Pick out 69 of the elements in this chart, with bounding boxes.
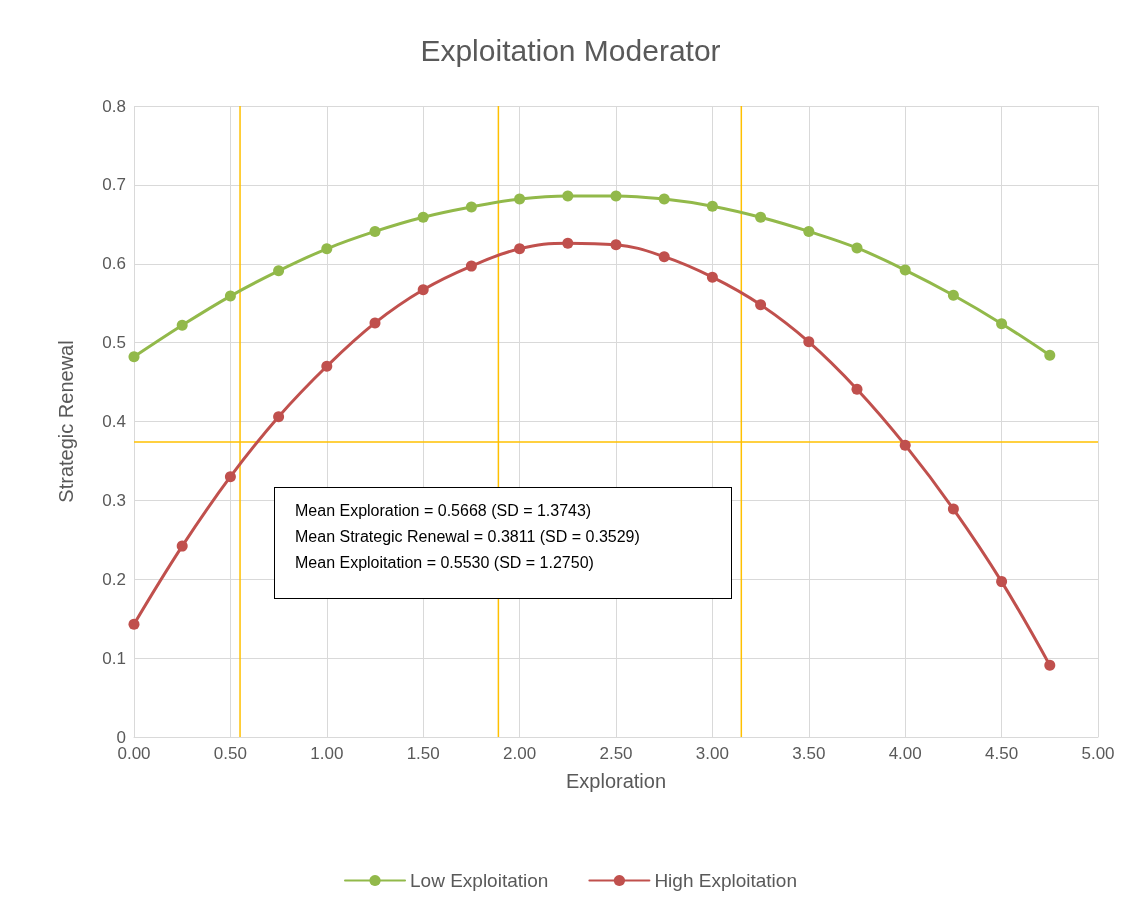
x-tick-label: 1.00 [310,744,344,763]
point [321,243,333,255]
y-tick-label: 0 [116,727,126,747]
point [996,576,1008,588]
y-tick-label: 0.7 [102,175,126,195]
legend-label: Low Exploitation [410,870,549,891]
point [996,318,1008,330]
point [273,265,285,277]
y-tick-label: 0.5 [102,333,126,353]
x-tick-label: 0.00 [117,744,151,763]
y-tick-label: 0.2 [102,569,126,589]
point [610,190,622,202]
point [321,360,333,372]
point [803,225,815,237]
point [562,190,574,202]
point [755,299,767,311]
x-tick-label: 0.50 [213,744,247,763]
annotation: Mean Exploration = 0.5668 (SD = 1.3743) [295,501,593,521]
x-tick-label: 5.00 [1081,744,1115,763]
annotation: Mean Exploitation = 0.5530 (SD = 1.2750) [295,553,595,573]
point [465,260,477,272]
point [658,251,670,263]
point [1044,349,1056,361]
point [851,242,863,254]
x-tick-label: 3.50 [792,744,826,763]
point [899,439,911,451]
point [610,239,622,251]
x-tick-label: 1.50 [406,744,440,763]
point [514,193,526,205]
x-tick-label: 4.00 [888,744,922,763]
point [1044,659,1056,671]
x-tick-label: 2.50 [599,744,633,763]
x-axis-title: Exploration [565,770,667,792]
y-tick-label: 0.6 [102,254,126,274]
y-tick-label: 0.4 [102,412,126,431]
point [658,193,670,205]
x-tick-label: 4.50 [985,744,1019,763]
point [369,225,381,237]
x-tick-label: 2.00 [503,744,537,763]
point [417,211,429,223]
point [562,237,574,249]
y-axis-title: Strategic Renewal [55,340,77,503]
point [128,351,140,363]
annotation: Mean Strategic Renewal = 0.3811 (SD = 0.3529) [295,527,641,547]
point [224,471,236,483]
point [224,290,236,302]
point [465,201,477,213]
point [417,284,429,296]
point [947,289,959,301]
point [755,211,767,223]
note-box: Mean Exploration = 0.5668 (SD = 1.3743) Mean Strategic Renewal = 0.3811 (SD = 0.3529) Mean Exploitation = 0.5530 (SD = 1.2750) [274,487,732,599]
point [851,383,863,395]
y-tick-label: 0.8 [102,96,126,116]
point [947,503,959,515]
point [369,317,381,329]
point [128,618,140,630]
point [514,243,526,255]
point [803,336,815,348]
point [899,264,911,276]
y-tick-label: 0.3 [102,490,126,510]
point [176,319,188,331]
point [706,200,718,212]
point [176,540,188,552]
x-tick-label: 3.00 [695,744,729,763]
chart-title: Exploitation Moderator [420,33,721,67]
legend-label: High Exploitation [654,870,797,891]
point [706,271,718,283]
point [273,411,285,423]
y-tick-label: 0.1 [102,648,126,668]
